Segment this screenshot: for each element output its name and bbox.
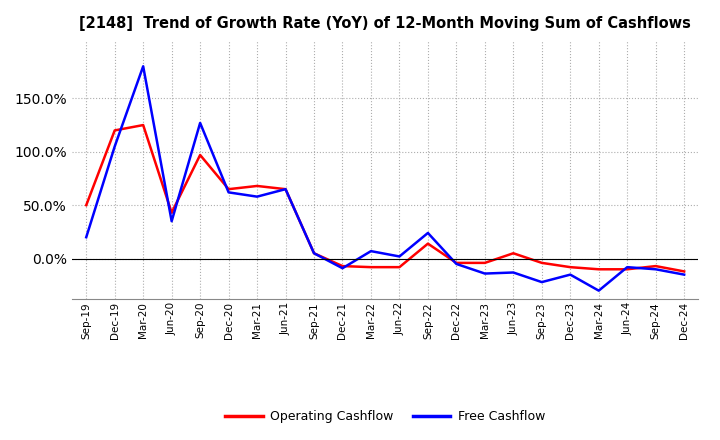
Operating Cashflow [566, 264, 575, 270]
Free Cashflow [652, 267, 660, 272]
Operating Cashflow [225, 187, 233, 192]
Free Cashflow [310, 251, 318, 256]
Free Cashflow [423, 230, 432, 235]
Operating Cashflow [282, 187, 290, 192]
Operating Cashflow [366, 264, 375, 270]
Operating Cashflow [338, 264, 347, 269]
Operating Cashflow [623, 267, 631, 272]
Free Cashflow [509, 270, 518, 275]
Operating Cashflow [310, 251, 318, 256]
Free Cashflow [680, 272, 688, 277]
Free Cashflow [566, 272, 575, 277]
Free Cashflow [366, 249, 375, 254]
Operating Cashflow [395, 264, 404, 270]
Free Cashflow [395, 254, 404, 259]
Free Cashflow [82, 235, 91, 240]
Line: Operating Cashflow: Operating Cashflow [86, 125, 684, 271]
Free Cashflow [537, 279, 546, 285]
Operating Cashflow [110, 128, 119, 133]
Operating Cashflow [680, 269, 688, 274]
Free Cashflow [282, 187, 290, 192]
Operating Cashflow [509, 251, 518, 256]
Free Cashflow [225, 190, 233, 195]
Operating Cashflow [652, 264, 660, 269]
Free Cashflow [452, 261, 461, 267]
Free Cashflow [338, 266, 347, 271]
Operating Cashflow [595, 267, 603, 272]
Operating Cashflow [82, 202, 91, 208]
Operating Cashflow [480, 260, 489, 265]
Line: Free Cashflow: Free Cashflow [86, 66, 684, 291]
Free Cashflow [110, 144, 119, 149]
Free Cashflow [595, 288, 603, 293]
Operating Cashflow [537, 260, 546, 265]
Operating Cashflow [423, 241, 432, 246]
Free Cashflow [167, 219, 176, 224]
Operating Cashflow [139, 122, 148, 128]
Operating Cashflow [253, 183, 261, 189]
Free Cashflow [623, 264, 631, 270]
Free Cashflow [196, 120, 204, 125]
Free Cashflow [480, 271, 489, 276]
Free Cashflow [139, 64, 148, 69]
Operating Cashflow [452, 260, 461, 265]
Operating Cashflow [167, 210, 176, 215]
Operating Cashflow [196, 152, 204, 158]
Free Cashflow [253, 194, 261, 199]
Legend: Operating Cashflow, Free Cashflow: Operating Cashflow, Free Cashflow [220, 405, 550, 428]
Title: [2148]  Trend of Growth Rate (YoY) of 12-Month Moving Sum of Cashflows: [2148] Trend of Growth Rate (YoY) of 12-… [79, 16, 691, 32]
